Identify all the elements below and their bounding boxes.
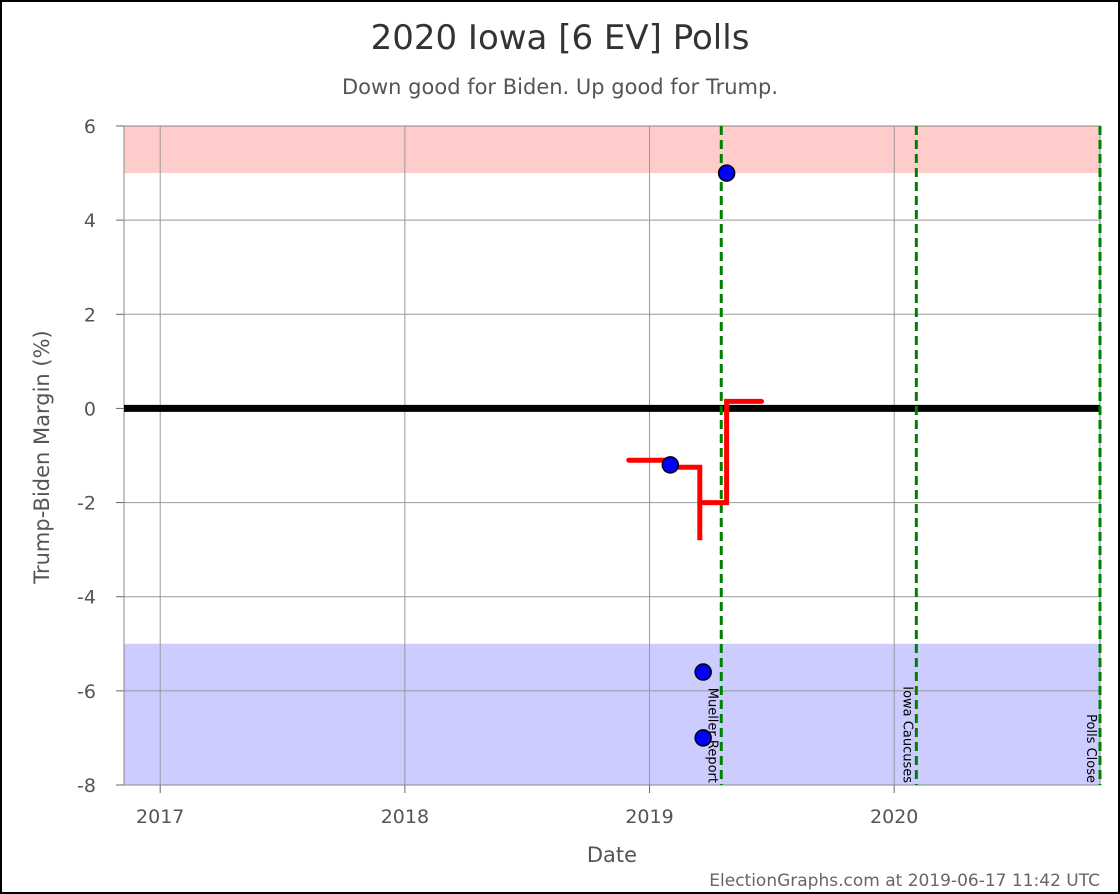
poll-point bbox=[717, 164, 736, 182]
y-tick-label: 0 bbox=[84, 398, 96, 420]
chart-subtitle: Down good for Biden. Up good for Trump. bbox=[342, 75, 778, 99]
y-tick-label: -2 bbox=[77, 493, 96, 515]
x-tick-label: 2018 bbox=[381, 806, 429, 828]
biden-band bbox=[124, 643, 1100, 785]
x-axis-label: Date bbox=[587, 843, 637, 867]
poll-point bbox=[661, 456, 680, 474]
y-tick-label: -8 bbox=[77, 775, 96, 797]
poll-point bbox=[694, 729, 712, 747]
event-label: Iowa Caucuses bbox=[899, 686, 914, 783]
x-tick-label: 2019 bbox=[625, 806, 673, 828]
y-tick-label: 6 bbox=[84, 116, 96, 138]
footer-credit: ElectionGraphs.com at 2019-06-17 11:42 U… bbox=[709, 871, 1100, 891]
average-line bbox=[626, 398, 764, 541]
trump-band bbox=[124, 126, 1100, 174]
y-tick-label: -4 bbox=[77, 587, 96, 609]
event-label: Mueller Report bbox=[704, 688, 719, 783]
y-tick-label: 4 bbox=[84, 210, 96, 232]
y-tick-label: -6 bbox=[77, 681, 96, 703]
y-axis-label: Trump-Biden Margin (%) bbox=[30, 330, 54, 585]
event-label: Polls Close bbox=[1083, 714, 1098, 783]
x-tick-label: 2020 bbox=[870, 806, 918, 828]
plot-area: 6 4 2 0 -2 -4 -6 -8 2017 2018 2019 2020 Mueller Repo… bbox=[77, 116, 1102, 828]
x-tick-label: 2017 bbox=[136, 806, 184, 828]
y-tick-label: 2 bbox=[84, 304, 96, 326]
poll-point bbox=[694, 663, 712, 681]
chart-title: 2020 Iowa [6 EV] Polls bbox=[371, 18, 750, 58]
